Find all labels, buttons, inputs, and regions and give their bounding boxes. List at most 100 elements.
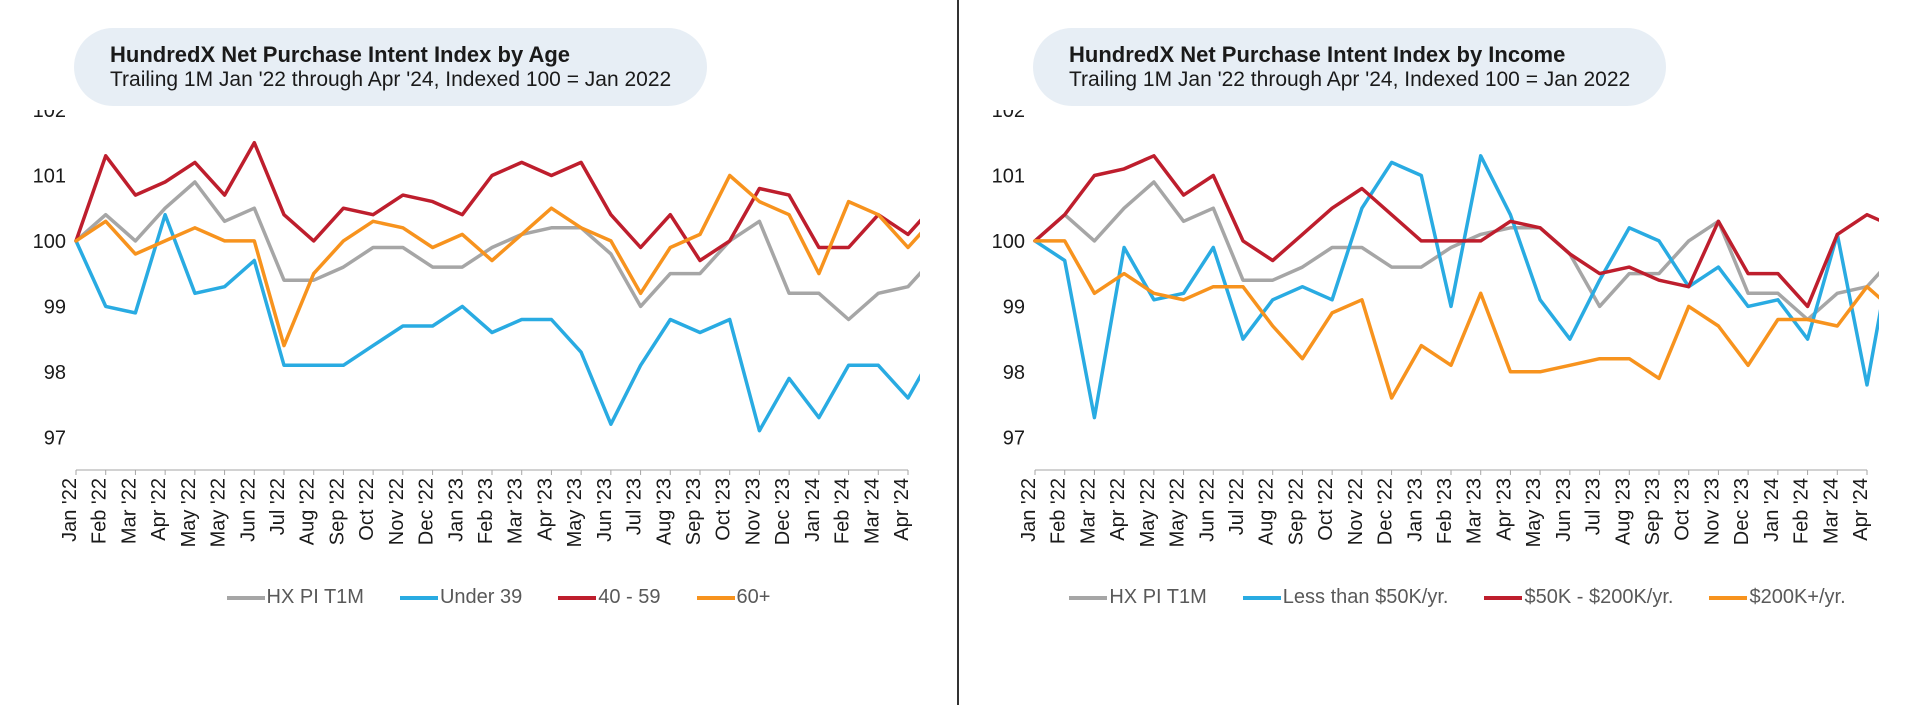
x-tick-label: May '22 — [1167, 478, 1189, 547]
x-tick-label: Aug '22 — [1256, 478, 1278, 545]
y-tick-label: 97 — [1003, 427, 1025, 449]
series-line — [1035, 241, 1879, 398]
x-tick-label: Feb '24 — [1791, 478, 1813, 544]
x-tick-label: Jul '23 — [624, 478, 646, 535]
x-tick-label: Feb '23 — [1434, 478, 1456, 544]
x-tick-label: Oct '23 — [713, 478, 735, 541]
x-tick-label: Jun '22 — [1196, 478, 1218, 542]
x-tick-label: Mar '23 — [1464, 478, 1486, 544]
legend-label: Under 39 — [440, 586, 522, 609]
x-tick-label: Apr '24 — [891, 478, 913, 541]
title-pill-age: HundredX Net Purchase Intent Index by Ag… — [74, 28, 707, 106]
legend-label: HX PI T1M — [267, 586, 364, 609]
chart-svg-income: 97 98 99 100 101 102 Jan '22 Feb '22 Mar '22 Apr … — [979, 110, 1879, 580]
x-tick-label: Aug '23 — [1612, 478, 1634, 545]
x-tick-label: Dec '22 — [1375, 478, 1397, 545]
x-tick-label: Nov '22 — [386, 478, 408, 545]
legend-item: $50K - $200K/yr. — [1484, 586, 1673, 609]
legend-item: HX PI T1M — [1069, 586, 1206, 609]
y-tick-label: 100 — [992, 231, 1025, 253]
x-tick-label: Jul '23 — [1583, 478, 1605, 535]
x-tick-label: Jan '24 — [802, 478, 824, 542]
x-tick-label: Apr '22 — [1107, 478, 1129, 541]
charts-row: HundredX Net Purchase Intent Index by Ag… — [0, 0, 1916, 705]
legend-age: HX PI T1M Under 39 40 - 59 60+ — [20, 580, 937, 609]
x-tick-label: Dec '23 — [1731, 478, 1753, 545]
panel-age: HundredX Net Purchase Intent Index by Ag… — [0, 0, 957, 705]
panel-income: HundredX Net Purchase Intent Index by In… — [959, 0, 1916, 705]
legend-item: 40 - 59 — [558, 586, 660, 609]
legend-income: HX PI T1M Less than $50K/yr. $50K - $200K/… — [979, 580, 1896, 609]
x-tick-label: May '23 — [564, 478, 586, 547]
x-tick-label: Sep '23 — [683, 478, 705, 545]
legend-label: Less than $50K/yr. — [1283, 586, 1449, 609]
series-line — [76, 143, 920, 261]
chart-title: HundredX Net Purchase Intent Index by Ag… — [110, 42, 671, 68]
x-tick-label: Apr '23 — [534, 478, 556, 541]
x-tick-label: Dec '22 — [416, 478, 438, 545]
x-tick-label: Jan '24 — [1761, 478, 1783, 542]
x-tick-label: Feb '23 — [475, 478, 497, 544]
y-tick-label: 98 — [44, 362, 66, 384]
x-tick-label: Apr '23 — [1493, 478, 1515, 541]
x-tick-label: Jan '22 — [1018, 478, 1040, 542]
x-tick-label: Oct '22 — [1315, 478, 1337, 541]
legend-label: HX PI T1M — [1109, 586, 1206, 609]
x-tick-label: Jan '23 — [445, 478, 467, 542]
chart-subtitle: Trailing 1M Jan '22 through Apr '24, Ind… — [110, 68, 671, 92]
legend-item: HX PI T1M — [227, 586, 364, 609]
x-tick-label: Aug '23 — [653, 478, 675, 545]
x-tick-label: Aug '22 — [297, 478, 319, 545]
y-tick-label: 98 — [1003, 362, 1025, 384]
x-tick-label: Sep '22 — [1285, 478, 1307, 545]
x-tick-label: Feb '24 — [832, 478, 854, 544]
legend-label: 40 - 59 — [598, 586, 660, 609]
x-tick-label: Oct '23 — [1672, 478, 1694, 541]
x-tick-label: Oct '22 — [356, 478, 378, 541]
legend-label: $50K - $200K/yr. — [1524, 586, 1673, 609]
legend-swatch — [1069, 596, 1107, 600]
y-tick-label: 101 — [992, 165, 1025, 187]
x-tick-label: Sep '22 — [326, 478, 348, 545]
y-tick-label: 100 — [33, 231, 66, 253]
legend-swatch — [227, 596, 265, 600]
chart-svg-age: 979899100101102Jan '22Feb '22Mar '22Apr … — [20, 110, 920, 580]
x-tick-label: Feb '22 — [89, 478, 111, 544]
x-tick-label: Apr '24 — [1850, 478, 1872, 541]
x-tick-label: Jul '22 — [267, 478, 289, 535]
chart-subtitle: Trailing 1M Jan '22 through Apr '24, Ind… — [1069, 68, 1630, 92]
x-tick-label: May '23 — [1523, 478, 1545, 547]
y-tick-label: 102 — [33, 110, 66, 122]
y-tick-label: 101 — [33, 165, 66, 187]
x-tick-label: Mar '24 — [861, 478, 883, 544]
y-tick-label: 99 — [1003, 296, 1025, 318]
x-tick-label: May '22 — [208, 478, 230, 547]
title-pill-income: HundredX Net Purchase Intent Index by In… — [1033, 28, 1666, 106]
legend-item: Less than $50K/yr. — [1243, 586, 1449, 609]
x-tick-label: Feb '22 — [1048, 478, 1070, 544]
legend-swatch — [1709, 596, 1747, 600]
x-tick-label: May '22 — [1137, 478, 1159, 547]
x-tick-label: Jun '23 — [594, 478, 616, 542]
legend-item: Under 39 — [400, 586, 522, 609]
legend-item: $200K+/yr. — [1709, 586, 1845, 609]
x-tick-label: Nov '22 — [1345, 478, 1367, 545]
x-tick-label: May '22 — [178, 478, 200, 547]
x-tick-label: Jun '23 — [1553, 478, 1575, 542]
legend-swatch — [400, 596, 438, 600]
legend-swatch — [1484, 596, 1522, 600]
legend-label: 60+ — [737, 586, 771, 609]
chart-area-income: 97 98 99 100 101 102 Jan '22 Feb '22 Mar '22 Apr … — [979, 110, 1896, 580]
chart-area-age: 979899100101102Jan '22Feb '22Mar '22Apr … — [20, 110, 937, 580]
x-tick-label: Dec '23 — [772, 478, 794, 545]
legend-swatch — [1243, 596, 1281, 600]
legend-label: $200K+/yr. — [1749, 586, 1845, 609]
series-line — [76, 215, 920, 431]
x-tick-label: Mar '22 — [1077, 478, 1099, 544]
legend-swatch — [697, 596, 735, 600]
x-tick-label: Mar '23 — [505, 478, 527, 544]
legend-item: 60+ — [697, 586, 771, 609]
x-tick-label: Mar '22 — [118, 478, 140, 544]
y-tick-label: 102 — [992, 110, 1025, 122]
x-tick-label: Nov '23 — [742, 478, 764, 545]
